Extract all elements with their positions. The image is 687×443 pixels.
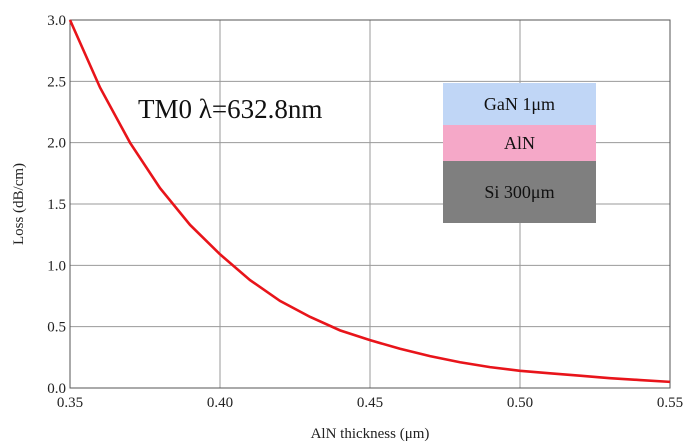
x-tick-label: 0.40	[207, 395, 233, 411]
grid-lines	[70, 20, 670, 388]
y-axis-label: Loss (dB/cm)	[11, 163, 27, 245]
y-tick-label: 3.0	[47, 13, 66, 29]
x-tick-label: 0.35	[57, 395, 83, 411]
plot-frame	[69, 19, 671, 389]
x-tick-label: 0.55	[657, 395, 683, 411]
layer-rect	[443, 125, 596, 161]
loss-curve	[68, 19, 671, 384]
layer-label: GaN 1μm	[484, 94, 555, 114]
layer-rect	[443, 83, 596, 125]
tick-labels: 0.35 0.40 0.45 0.50 0.55 0.0 0.5 1.0 1.5 2.0 2.5 3.…	[47, 13, 683, 411]
x-tick-label: 0.45	[357, 395, 383, 411]
layer-rect	[443, 161, 596, 223]
y-tick-label: 0.0	[47, 381, 66, 397]
y-tick-label: 0.5	[47, 320, 66, 336]
layer-label: Si 300μm	[484, 182, 554, 202]
y-tick-label: 1.5	[47, 197, 66, 213]
mode-annotation: TM0 λ=632.8nm	[138, 94, 322, 124]
x-axis-label: AlN thickness (μm)	[311, 426, 430, 442]
layer-stack-inset: GaN 1μm AlN Si 300μm	[443, 83, 596, 223]
y-tick-label: 2.0	[47, 136, 66, 152]
layer-label: AlN	[504, 133, 535, 153]
y-tick-label: 1.0	[47, 258, 66, 274]
y-tick-label: 2.5	[47, 74, 66, 90]
x-tick-label: 0.50	[507, 395, 533, 411]
